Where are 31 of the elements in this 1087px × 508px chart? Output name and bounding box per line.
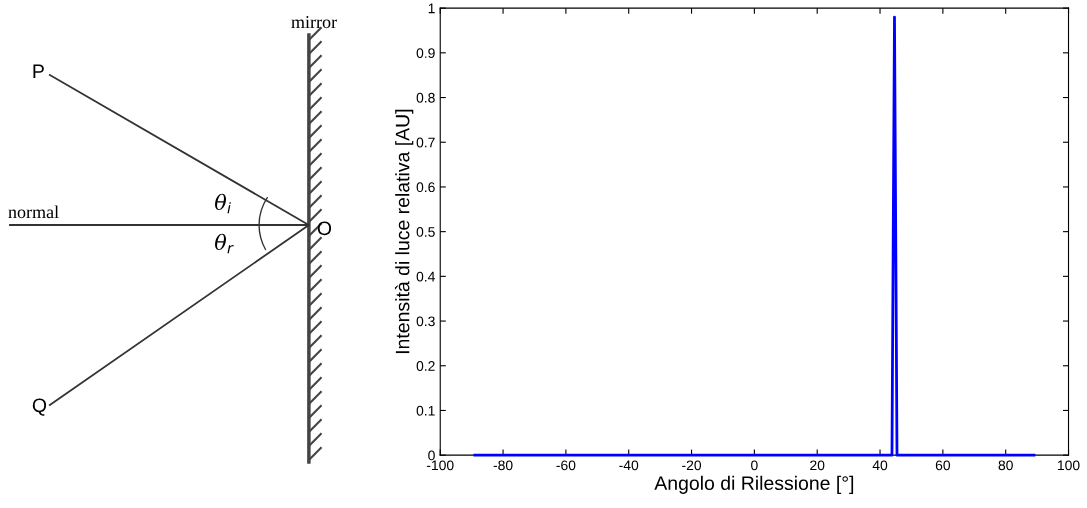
x-tick-label: -40 bbox=[619, 460, 639, 471]
x-tick-label: 60 bbox=[935, 460, 951, 471]
text: θ$_{r}$ bbox=[214, 233, 234, 254]
x-tick-label: -60 bbox=[556, 460, 576, 471]
text: Q bbox=[32, 398, 47, 416]
x-tick-label: 40 bbox=[872, 460, 888, 471]
text: θ$_{i}$ bbox=[214, 193, 231, 214]
y-tick-label: 1 bbox=[428, 3, 435, 14]
text: O bbox=[317, 221, 332, 236]
x-tick-label: -100 bbox=[426, 460, 454, 471]
x-tick-label: 100 bbox=[1057, 460, 1080, 471]
x-tick-label: -20 bbox=[682, 460, 702, 471]
y-tick-label: 0.4 bbox=[416, 271, 435, 282]
y-tick-label: 0.2 bbox=[416, 361, 435, 371]
text: normal bbox=[8, 205, 59, 219]
x-tick-label: 0 bbox=[751, 460, 758, 471]
y-tick-label: 0 bbox=[428, 450, 435, 461]
y-tick-label: 0.9 bbox=[416, 48, 435, 58]
text: P bbox=[33, 64, 44, 78]
y-tick-label: 0.7 bbox=[416, 137, 435, 148]
y-tick-label: 0.3 bbox=[416, 316, 435, 327]
y-tick-label: 0.5 bbox=[416, 226, 435, 237]
x-tick-label: 80 bbox=[998, 460, 1013, 471]
text: mirror bbox=[291, 16, 337, 29]
y-tick-label: 0.8 bbox=[416, 92, 435, 103]
y-tick-label: 0.6 bbox=[416, 182, 435, 193]
y-axis-title: Intensità di luce relativa [AU] bbox=[394, 109, 414, 354]
x-tick-label: -80 bbox=[493, 460, 513, 471]
y-tick-label: 0.1 bbox=[416, 405, 435, 416]
x-tick-label: 20 bbox=[810, 460, 825, 471]
x-axis-title: Angolo di Rilessione [°] bbox=[654, 475, 854, 494]
